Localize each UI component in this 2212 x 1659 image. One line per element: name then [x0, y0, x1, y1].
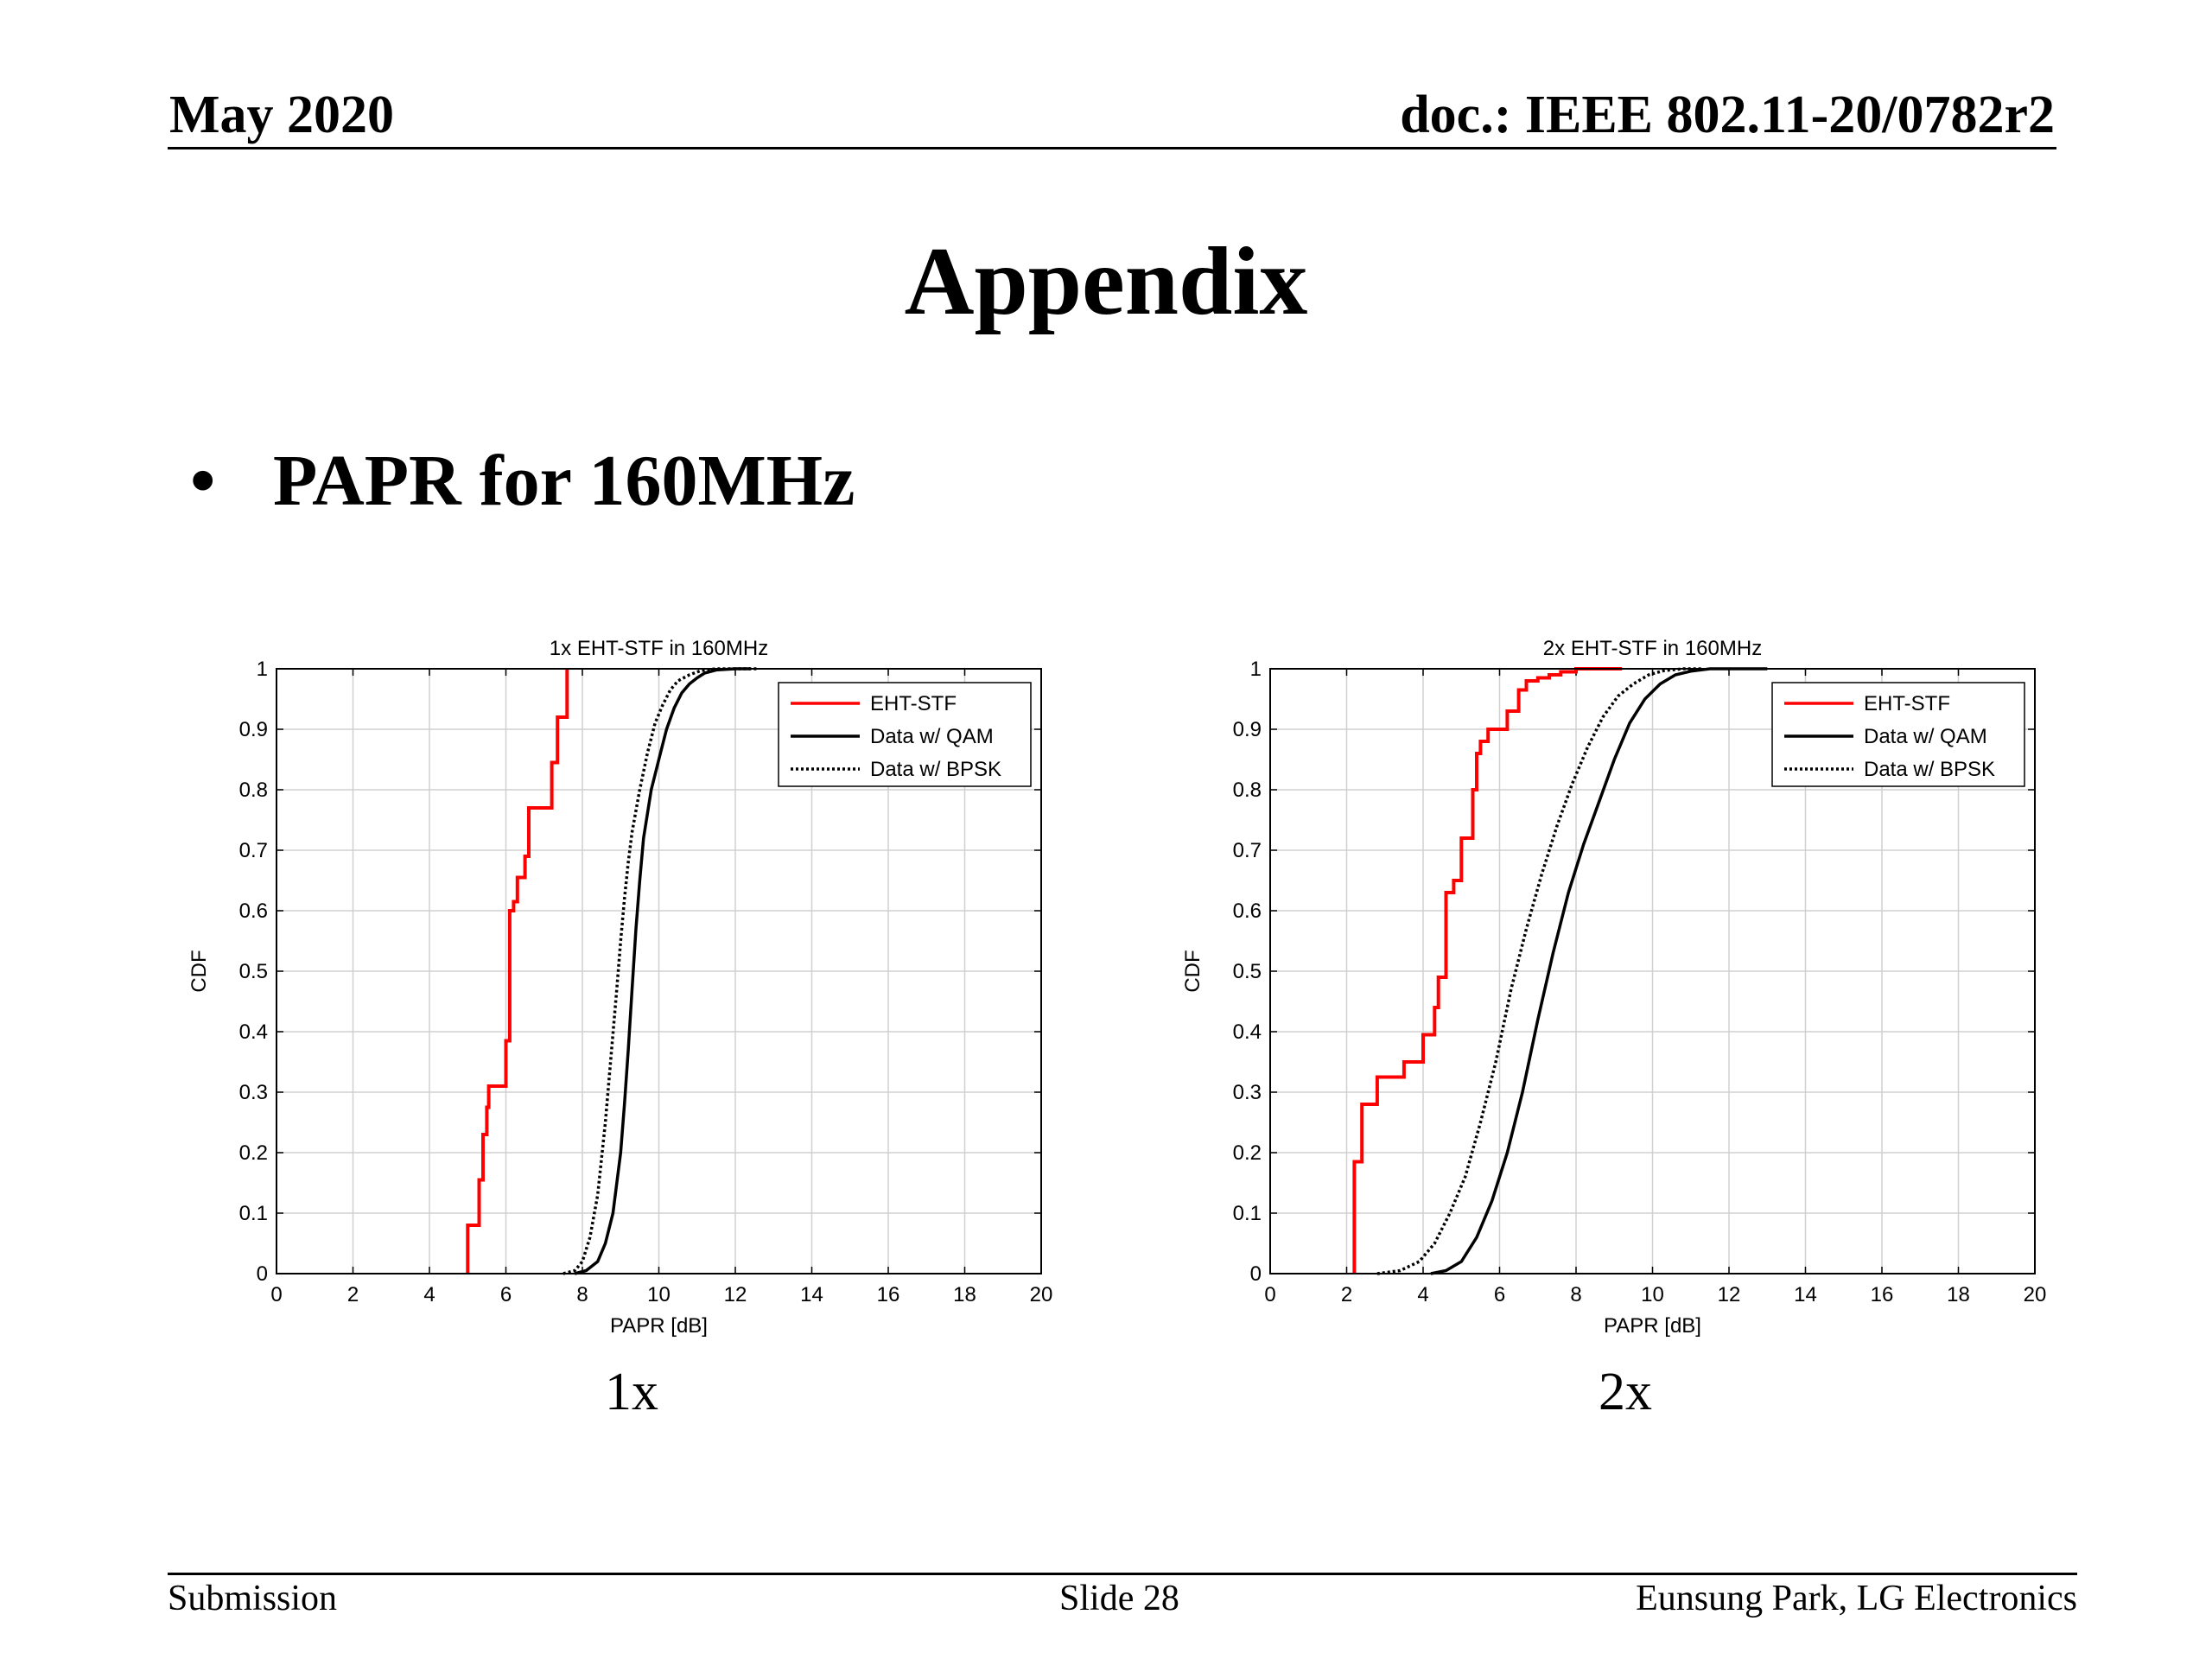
caption-2x: 2x — [1599, 1363, 1652, 1421]
y-tick-label: 0.9 — [1233, 718, 1262, 741]
footer-author: Eunsung Park, LG Electronics — [1636, 1579, 2077, 1618]
y-tick-label: 0.3 — [1233, 1081, 1262, 1104]
x-tick-label: 20 — [1030, 1283, 1053, 1306]
series-line-data-w-qam — [1430, 667, 1768, 1275]
bullet-marker: • — [190, 441, 216, 521]
footer-submission: Submission — [168, 1579, 338, 1618]
y-tick-label: 0.9 — [239, 718, 268, 741]
x-tick-label: 2 — [1341, 1283, 1352, 1306]
x-tick-label: 20 — [2024, 1283, 2047, 1306]
legend-entry: EHT-STF — [870, 692, 957, 715]
y-tick-label: 0.5 — [239, 960, 268, 983]
legend-entry: Data w/ QAM — [870, 725, 994, 748]
legend-box — [778, 682, 1032, 787]
series-line-eht-stf — [1352, 667, 1623, 1274]
legend-entry: Data w/ QAM — [1864, 725, 1987, 748]
x-tick-label: 4 — [423, 1283, 435, 1306]
x-tick-label: 10 — [1641, 1283, 1664, 1306]
x-tick-label: 12 — [724, 1283, 747, 1306]
header-date: May 2020 — [169, 86, 395, 144]
legend-entry: EHT-STF — [1864, 692, 1950, 715]
chart-1x-svg: 0 2 4 6 8 10 12 14 16 18 20 0 0.1 0.2 0.3 0.4 0.5 0.6 0.7 0… — [188, 637, 1053, 1338]
y-tick-label: 0.8 — [1233, 779, 1262, 802]
y-tick-label: 0 — [257, 1262, 268, 1286]
header-doc-id: doc.: IEEE 802.11-20/0782r2 — [1400, 86, 2055, 144]
y-tick-label: 0.5 — [1233, 960, 1262, 983]
y-tick-label: 0.1 — [239, 1202, 268, 1225]
caption-1x: 1x — [605, 1363, 658, 1421]
y-tick-label: 0.2 — [239, 1141, 268, 1165]
x-tick-label: 8 — [576, 1283, 588, 1306]
axes-frame — [1269, 668, 2036, 1274]
legend-entry: Data w/ BPSK — [870, 758, 1001, 781]
x-tick-label: 6 — [1494, 1283, 1505, 1306]
y-tick-label: 0.2 — [1233, 1141, 1262, 1165]
x-tick-label: 16 — [877, 1283, 900, 1306]
bullet-text: PAPR for 160MHz — [273, 441, 855, 521]
footer-rule — [168, 1573, 2077, 1575]
x-tick-label: 6 — [500, 1283, 512, 1306]
y-tick-label: 0 — [1250, 1262, 1262, 1286]
y-tick-label: 0.4 — [239, 1020, 268, 1044]
x-tick-label: 4 — [1417, 1283, 1428, 1306]
legend-entry: Data w/ BPSK — [1864, 758, 1995, 781]
y-tick-label: 1 — [1250, 658, 1262, 681]
x-tick-label: 18 — [1947, 1283, 1970, 1306]
x-tick-label: 0 — [270, 1283, 282, 1306]
y-tick-label: 0.1 — [1233, 1202, 1262, 1225]
header-rule — [168, 147, 2056, 149]
x-axis-label: PAPR [dB] — [1604, 1314, 1701, 1338]
x-tick-label: 14 — [1794, 1283, 1817, 1306]
x-axis-label: PAPR [dB] — [610, 1314, 708, 1338]
x-tick-label: 16 — [1871, 1283, 1894, 1306]
y-axis-label: CDF — [1181, 950, 1205, 992]
series-line-data-w-bpsk — [563, 667, 759, 1275]
chart-1x: 0 2 4 6 8 10 12 14 16 18 20 0 0.1 0.2 0.3 0.4 0.5 0.6 0.7 0… — [181, 615, 1253, 1358]
x-tick-label: 2 — [347, 1283, 359, 1306]
y-tick-label: 0.4 — [1233, 1020, 1262, 1044]
y-tick-label: 0.7 — [239, 839, 268, 862]
y-tick-label: 0.6 — [1233, 899, 1262, 923]
axes-frame — [276, 668, 1042, 1274]
chart-2x: 0 2 4 6 8 10 12 14 16 18 20 0 0.1 0.2 0.3 0.4 0.5 0.6 0.7 0… — [1175, 615, 2212, 1358]
chart-title: 1x EHT-STF in 160MHz — [550, 637, 768, 660]
series-line-data-w-bpsk — [1376, 667, 1702, 1275]
y-tick-label: 0.6 — [239, 899, 268, 923]
chart-2x-svg: 0 2 4 6 8 10 12 14 16 18 20 0 0.1 0.2 0.3 0.4 0.5 0.6 0.7 0… — [1181, 637, 2047, 1338]
y-tick-label: 0.8 — [239, 779, 268, 802]
y-tick-label: 0.7 — [1233, 839, 1262, 862]
x-tick-label: 8 — [1570, 1283, 1581, 1306]
x-tick-label: 0 — [1264, 1283, 1275, 1306]
y-axis-label: CDF — [188, 950, 211, 992]
y-tick-label: 1 — [257, 658, 268, 681]
slide-title: Appendix — [904, 228, 1308, 335]
footer-slide-number: Slide 28 — [1059, 1579, 1179, 1618]
series-line-data-w-qam — [574, 667, 751, 1275]
x-tick-label: 14 — [800, 1283, 823, 1306]
y-tick-label: 0.3 — [239, 1081, 268, 1104]
legend-box — [1771, 682, 2025, 787]
x-tick-label: 18 — [953, 1283, 976, 1306]
x-tick-label: 12 — [1718, 1283, 1741, 1306]
chart-title: 2x EHT-STF in 160MHz — [1543, 637, 1762, 660]
series-line-eht-stf — [466, 669, 569, 1274]
x-tick-label: 10 — [647, 1283, 671, 1306]
